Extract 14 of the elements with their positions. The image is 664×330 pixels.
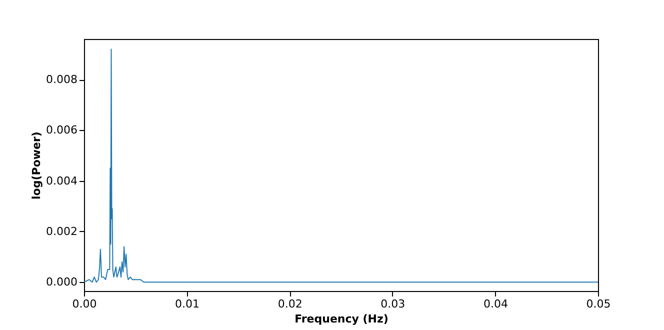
x-tick-label: 0.02 (278, 298, 302, 310)
x-tick-label: 0.03 (380, 298, 406, 310)
y-tick-label: 0.006 (46, 124, 78, 137)
y-axis-title: log(Power) (30, 132, 44, 200)
y-tick-label: 0.002 (46, 224, 78, 238)
line-series (84, 48, 598, 283)
x-tick-label: 0.01 (175, 298, 200, 310)
x-tick-label: 0.04 (483, 298, 508, 310)
x-axis-title: Frequency (Hz) (294, 312, 388, 326)
y-tick-label: 0.004 (46, 174, 78, 188)
y-tick-label: 0.008 (46, 73, 78, 86)
x-tick-label: 0.05 (586, 298, 611, 310)
x-tick-label: 0.00 (72, 298, 97, 310)
y-tick-label: 0.000 (46, 276, 78, 289)
